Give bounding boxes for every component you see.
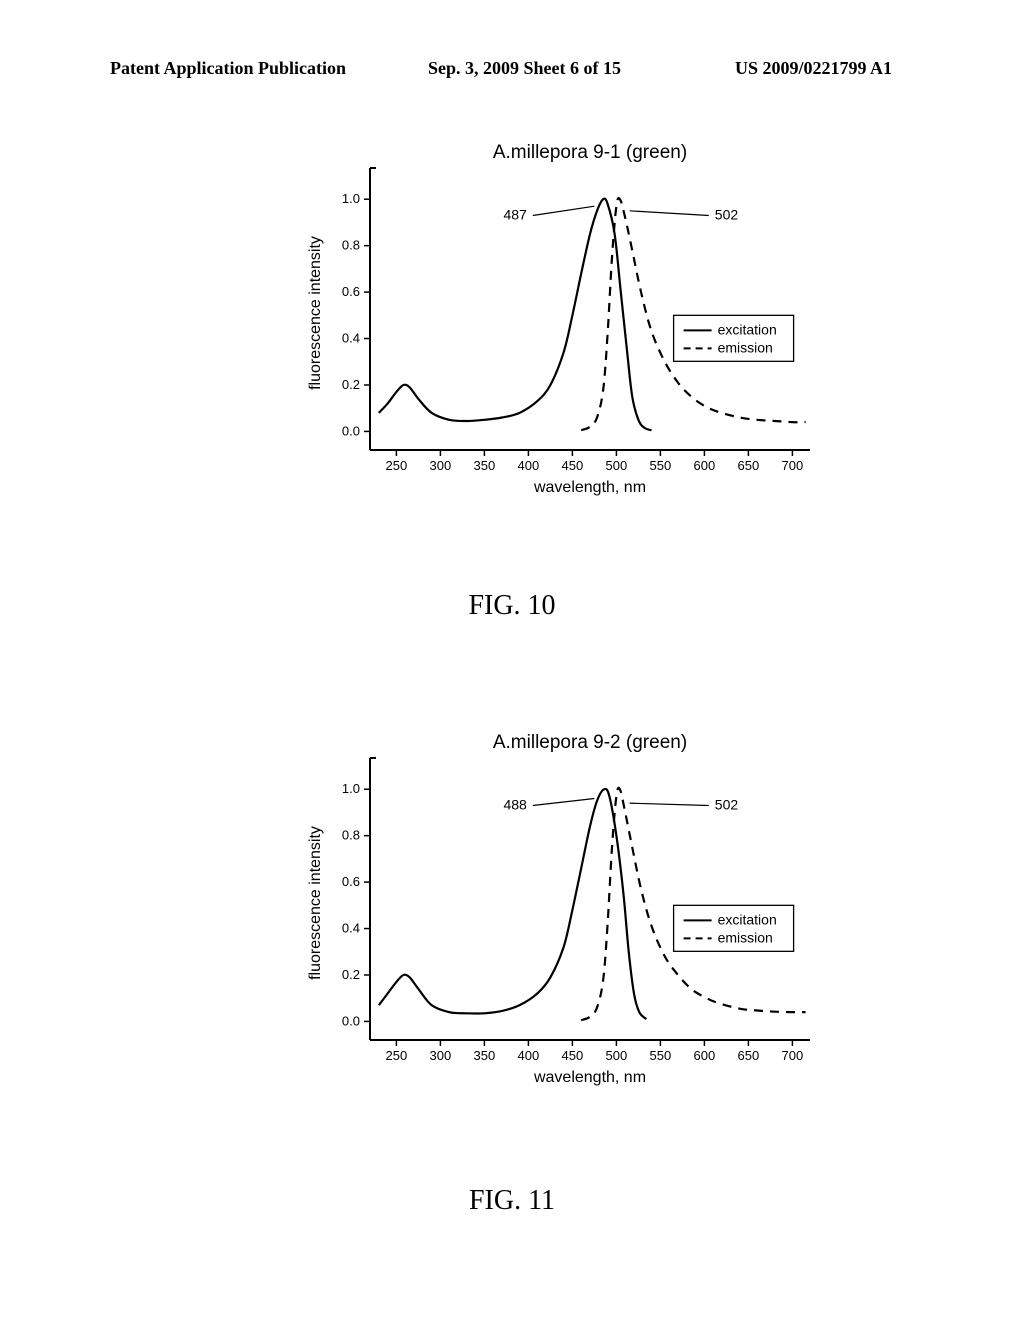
chart-title: A.millepora 9-2 (green) (493, 732, 687, 753)
header-left: Patent Application Publication (110, 58, 346, 79)
x-tick-label: 450 (562, 458, 584, 473)
y-tick-label: 0.8 (342, 828, 360, 843)
x-tick-label: 450 (562, 1048, 584, 1063)
x-tick-label: 650 (738, 1048, 760, 1063)
x-tick-label: 600 (694, 1048, 716, 1063)
emission-peak-label: 502 (715, 796, 739, 812)
x-tick-label: 350 (474, 458, 496, 473)
x-tick-label: 250 (386, 1048, 408, 1063)
x-tick-label: 600 (694, 458, 716, 473)
y-axis-label: fluorescence intensity (307, 236, 324, 390)
figure-10: A.millepora 9-1 (green) 250 300 350 400 450 50… (300, 140, 820, 510)
y-tick-label: 0.0 (342, 1013, 360, 1028)
y-tick-label: 0.2 (342, 967, 360, 982)
x-tick-label: 400 (518, 458, 540, 473)
excitation-curve (379, 789, 647, 1019)
legend-excitation: excitation (718, 321, 777, 337)
x-tick-label: 650 (738, 458, 760, 473)
x-tick-label: 700 (782, 458, 804, 473)
y-tick-label: 0.6 (342, 874, 360, 889)
x-tick-label: 550 (650, 458, 672, 473)
y-tick-label: 0.4 (342, 921, 360, 936)
y-axis-label: fluorescence intensity (307, 826, 324, 980)
page: Patent Application Publication Sep. 3, 2… (0, 0, 1024, 1320)
y-tick-label: 0.0 (342, 423, 360, 438)
x-axis-label: wavelength, nm (533, 479, 646, 496)
figure-10-caption: FIG. 10 (0, 590, 1024, 622)
excitation-peak-label: 487 (503, 206, 527, 222)
chart-title: A.millepora 9-1 (green) (493, 142, 687, 163)
y-tick-label: 1.0 (342, 781, 360, 796)
x-tick-label: 400 (518, 1048, 540, 1063)
emission-peak-label: 502 (715, 206, 739, 222)
spectrum-chart: A.millepora 9-1 (green) 250 300 350 400 450 50… (300, 140, 820, 510)
figure-11-caption: FIG. 11 (0, 1185, 1024, 1217)
x-tick-label: 550 (650, 1048, 672, 1063)
y-tick-label: 0.4 (342, 331, 360, 346)
y-tick-label: 0.6 (342, 284, 360, 299)
legend-emission: emission (718, 929, 773, 945)
x-tick-label: 300 (430, 1048, 452, 1063)
x-tick-label: 500 (606, 1048, 628, 1063)
excitation-curve (379, 199, 652, 431)
excitation-peak-label: 488 (503, 796, 527, 812)
x-axis-label: wavelength, nm (533, 1069, 646, 1086)
x-tick-label: 350 (474, 1048, 496, 1063)
header-right: US 2009/0221799 A1 (735, 58, 892, 79)
x-tick-label: 500 (606, 458, 628, 473)
x-tick-label: 300 (430, 458, 452, 473)
y-tick-label: 0.8 (342, 238, 360, 253)
legend-excitation: excitation (718, 911, 777, 927)
legend-emission: emission (718, 339, 773, 355)
x-tick-label: 250 (386, 458, 408, 473)
figure-11: A.millepora 9-2 (green) 250 300 350 400 450 50… (300, 730, 820, 1100)
y-tick-label: 1.0 (342, 191, 360, 206)
spectrum-chart: A.millepora 9-2 (green) 250 300 350 400 450 50… (300, 730, 820, 1100)
x-tick-label: 700 (782, 1048, 804, 1063)
header-mid: Sep. 3, 2009 Sheet 6 of 15 (428, 58, 621, 79)
y-tick-label: 0.2 (342, 377, 360, 392)
